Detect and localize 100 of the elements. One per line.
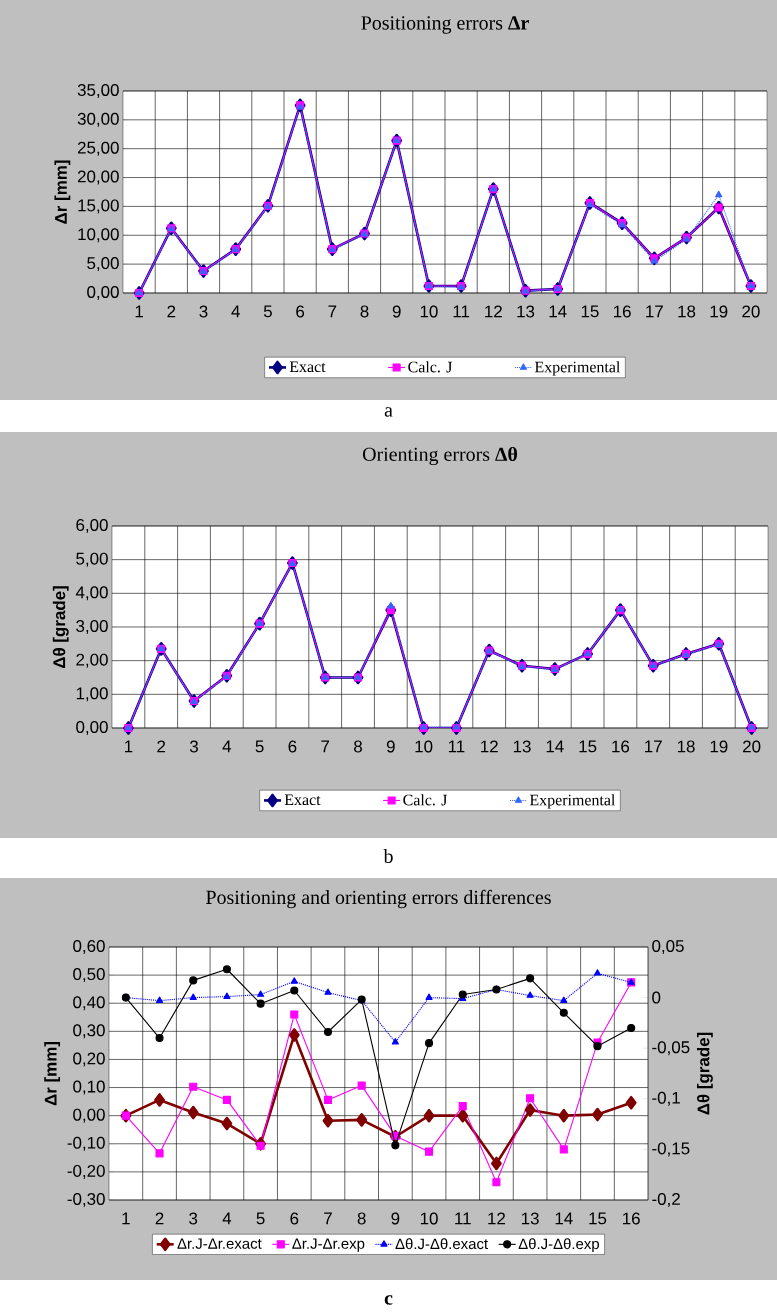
y-tick-label: 0,50 bbox=[73, 968, 105, 983]
y2-tick-label: -0,2 bbox=[652, 1193, 680, 1207]
y-tick-label: 0,20 bbox=[73, 1052, 105, 1067]
y-tick-label: 0,00 bbox=[76, 720, 108, 735]
legend-label: Experimental bbox=[534, 361, 621, 376]
y-tick-label: 0,60 bbox=[73, 940, 105, 954]
y-tick-label: 5,00 bbox=[87, 257, 119, 272]
legend-label: Δr.J-Δr.exp bbox=[292, 1238, 365, 1252]
legend-label: Exact bbox=[284, 794, 321, 806]
legend-label: Δθ.J-Δθ.exp bbox=[518, 1238, 599, 1253]
x-tick-label: 16 bbox=[613, 305, 631, 318]
y-tick-label: 5,00 bbox=[76, 552, 108, 567]
x-tick-label: 1 bbox=[124, 740, 133, 753]
x-tick-label: 1 bbox=[135, 305, 143, 318]
text: b bbox=[383, 848, 393, 863]
y-tick-label: 0,00 bbox=[87, 285, 119, 300]
x-tick-label: 13 bbox=[521, 1212, 539, 1225]
y2-tick-label: -0,05 bbox=[652, 1041, 690, 1056]
x-tick-label: 12 bbox=[481, 740, 498, 753]
x-tick-label: 7 bbox=[328, 305, 337, 318]
text: a bbox=[384, 407, 393, 417]
x-tick-label: 13 bbox=[517, 305, 535, 318]
y-tick-label: 35,00 bbox=[77, 83, 119, 98]
x-tick-label: 2 bbox=[167, 305, 176, 318]
y-tick-label: 0,40 bbox=[73, 996, 105, 1011]
x-tick-label: 11 bbox=[455, 1212, 471, 1225]
y-tick-label: 2,00 bbox=[76, 653, 108, 668]
x-tick-label: 12 bbox=[485, 305, 502, 318]
legend-label: Δr.J-Δr.exact bbox=[177, 1238, 262, 1249]
x-tick-label: 18 bbox=[678, 305, 696, 318]
x-tick-label: 1 bbox=[122, 1212, 130, 1225]
y2-tick-label: -0,1 bbox=[652, 1091, 680, 1106]
x-tick-label: 10 bbox=[420, 1212, 438, 1225]
y2-tick-label: 0 bbox=[652, 991, 661, 1004]
x-tick-label: 5 bbox=[255, 740, 264, 753]
x-tick-label: 18 bbox=[677, 740, 695, 753]
y2-tick-label: 0,05 bbox=[652, 939, 684, 954]
x-tick-label: 8 bbox=[360, 305, 369, 318]
y-tick-label: 3,00 bbox=[76, 619, 108, 634]
x-tick-label: 5 bbox=[263, 305, 272, 318]
x-tick-label: 7 bbox=[324, 1212, 332, 1225]
x-tick-label: 7 bbox=[321, 740, 330, 753]
y2-axis-title: Δθ [grade] bbox=[696, 1032, 713, 1115]
y2-tick-label: -0,15 bbox=[652, 1142, 690, 1157]
x-tick-label: 10 bbox=[420, 305, 438, 318]
x-tick-label: 14 bbox=[555, 1212, 573, 1225]
x-tick-label: 17 bbox=[646, 305, 663, 318]
y-tick-label: 20,00 bbox=[77, 170, 119, 185]
text: c bbox=[384, 1295, 393, 1305]
chart-title: Orienting errors Δθ bbox=[362, 446, 518, 466]
x-tick-label: 13 bbox=[513, 740, 531, 753]
chart-title: Positioning and orienting errors differences bbox=[206, 889, 551, 909]
x-tick-label: 5 bbox=[256, 1212, 265, 1225]
x-tick-label: 17 bbox=[645, 740, 662, 753]
x-tick-label: 6 bbox=[290, 1212, 299, 1225]
y-tick-label: 1,00 bbox=[76, 687, 108, 702]
x-tick-label: 20 bbox=[743, 740, 761, 753]
x-tick-label: 4 bbox=[222, 1212, 232, 1225]
y-tick-label: 0,10 bbox=[73, 1080, 105, 1095]
y-tick-label: 6,00 bbox=[76, 518, 108, 533]
x-tick-label: 15 bbox=[581, 305, 599, 318]
y-tick-label: -0,10 bbox=[67, 1136, 105, 1151]
x-tick-label: 20 bbox=[742, 305, 760, 318]
y-axis-title: Δr [mm] bbox=[44, 1042, 61, 1106]
legend-label: Exact bbox=[289, 361, 326, 373]
x-tick-label: 6 bbox=[296, 305, 305, 318]
legend-label: Calc. J bbox=[408, 361, 453, 373]
x-tick-label: 12 bbox=[488, 1212, 505, 1225]
x-tick-label: 4 bbox=[222, 740, 232, 753]
x-tick-label: 3 bbox=[189, 740, 198, 753]
x-tick-label: 19 bbox=[710, 305, 728, 318]
legend-label: Calc. J bbox=[403, 794, 448, 806]
chart-title: Positioning errors Δr bbox=[361, 16, 529, 34]
y-tick-label: 15,00 bbox=[78, 199, 119, 214]
x-tick-label: 16 bbox=[612, 740, 630, 753]
x-tick-label: 8 bbox=[354, 740, 362, 753]
legend-label: Experimental bbox=[529, 794, 616, 809]
y-tick-label: 25,00 bbox=[77, 141, 119, 156]
x-tick-label: 19 bbox=[710, 740, 728, 753]
x-tick-label: 14 bbox=[546, 740, 564, 753]
x-tick-label: 14 bbox=[549, 305, 567, 318]
y-axis-title: Δθ [grade] bbox=[52, 586, 69, 669]
x-tick-label: 6 bbox=[288, 740, 297, 753]
x-tick-label: 3 bbox=[199, 305, 208, 318]
y-tick-label: 30,00 bbox=[77, 112, 119, 127]
x-tick-label: 2 bbox=[155, 1212, 164, 1225]
y-axis-title: Δr [mm] bbox=[54, 160, 71, 224]
y-tick-label: -0,20 bbox=[67, 1164, 105, 1179]
x-tick-label: 9 bbox=[391, 1212, 400, 1225]
x-tick-label: 11 bbox=[448, 740, 465, 753]
x-tick-label: 9 bbox=[386, 740, 395, 753]
x-tick-label: 15 bbox=[589, 1212, 607, 1225]
x-tick-label: 4 bbox=[231, 305, 240, 318]
legend-label: Δθ.J-Δθ.exact bbox=[395, 1238, 488, 1250]
x-tick-label: 9 bbox=[392, 305, 401, 318]
x-tick-label: 8 bbox=[357, 1212, 366, 1225]
x-tick-label: 15 bbox=[579, 740, 597, 753]
y-tick-label: 0,30 bbox=[73, 1024, 105, 1039]
y-tick-label: 10,00 bbox=[78, 228, 119, 243]
x-tick-label: 2 bbox=[157, 740, 166, 753]
